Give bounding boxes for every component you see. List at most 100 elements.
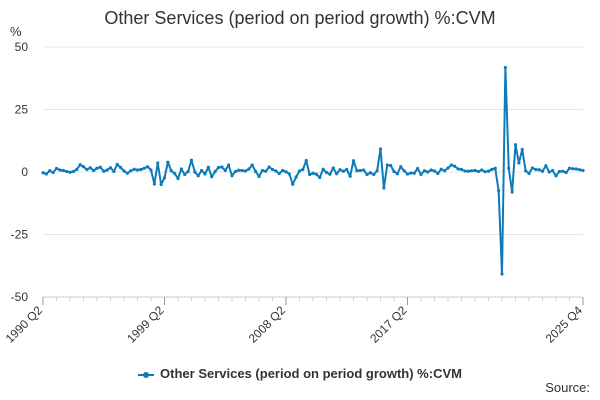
- data-point[interactable]: [135, 168, 140, 172]
- data-point[interactable]: [186, 169, 190, 174]
- data-point[interactable]: [122, 169, 126, 173]
- data-point[interactable]: [75, 167, 79, 172]
- data-point[interactable]: [146, 165, 150, 169]
- data-point[interactable]: [439, 167, 443, 171]
- data-point[interactable]: [513, 143, 518, 147]
- data-point[interactable]: [210, 175, 214, 179]
- data-point[interactable]: [41, 171, 45, 175]
- data-point[interactable]: [98, 165, 102, 169]
- data-point[interactable]: [284, 170, 288, 174]
- data-point[interactable]: [426, 170, 430, 174]
- data-point[interactable]: [112, 169, 116, 174]
- data-point[interactable]: [368, 171, 372, 175]
- data-point[interactable]: [362, 168, 366, 172]
- data-point[interactable]: [311, 171, 315, 175]
- data-point[interactable]: [71, 169, 75, 174]
- data-point[interactable]: [382, 186, 386, 190]
- data-point[interactable]: [119, 165, 123, 170]
- data-point[interactable]: [213, 169, 217, 174]
- data-point[interactable]: [405, 172, 410, 176]
- data-point[interactable]: [338, 168, 342, 172]
- data-point[interactable]: [318, 175, 322, 180]
- data-point[interactable]: [78, 163, 82, 167]
- data-point[interactable]: [65, 169, 69, 174]
- data-point[interactable]: [378, 147, 383, 151]
- data-point[interactable]: [412, 171, 416, 175]
- data-point[interactable]: [416, 166, 420, 171]
- data-point[interactable]: [497, 189, 501, 193]
- data-point[interactable]: [169, 169, 173, 173]
- data-point[interactable]: [173, 171, 177, 176]
- data-point[interactable]: [517, 161, 521, 165]
- data-point[interactable]: [341, 169, 345, 173]
- data-point[interactable]: [105, 168, 109, 172]
- data-point[interactable]: [156, 161, 160, 165]
- data-point[interactable]: [409, 171, 413, 175]
- data-point[interactable]: [544, 164, 548, 168]
- data-point[interactable]: [375, 169, 379, 173]
- data-point[interactable]: [372, 172, 376, 177]
- data-point[interactable]: [530, 166, 534, 170]
- data-point[interactable]: [510, 190, 514, 194]
- data-point[interactable]: [264, 169, 268, 173]
- data-point[interactable]: [355, 169, 359, 173]
- data-point[interactable]: [324, 170, 329, 175]
- data-point[interactable]: [466, 169, 470, 173]
- data-point[interactable]: [419, 172, 423, 177]
- data-point[interactable]: [351, 159, 356, 163]
- data-point[interactable]: [399, 165, 403, 169]
- data-point[interactable]: [348, 174, 352, 178]
- data-point[interactable]: [260, 168, 264, 173]
- data-point[interactable]: [571, 167, 575, 171]
- legend[interactable]: Other Services (period on period growth)…: [0, 366, 600, 381]
- data-point[interactable]: [459, 167, 464, 172]
- data-point[interactable]: [88, 166, 92, 170]
- data-point[interactable]: [402, 169, 406, 173]
- data-point[interactable]: [129, 169, 133, 173]
- data-point[interactable]: [486, 169, 491, 173]
- data-point[interactable]: [314, 172, 318, 176]
- data-point[interactable]: [449, 163, 453, 167]
- data-point[interactable]: [527, 171, 531, 176]
- data-point[interactable]: [58, 168, 62, 172]
- data-point[interactable]: [540, 169, 545, 173]
- data-point[interactable]: [365, 172, 369, 177]
- data-point[interactable]: [85, 167, 89, 172]
- data-point[interactable]: [395, 172, 399, 176]
- data-point[interactable]: [328, 172, 332, 176]
- data-point[interactable]: [230, 174, 234, 178]
- data-point[interactable]: [564, 170, 568, 175]
- data-point[interactable]: [257, 174, 261, 179]
- data-point[interactable]: [267, 165, 271, 169]
- data-point[interactable]: [108, 166, 113, 170]
- data-point[interactable]: [436, 171, 440, 176]
- data-point[interactable]: [179, 167, 183, 171]
- data-point[interactable]: [139, 167, 143, 172]
- data-point[interactable]: [297, 169, 302, 173]
- data-point[interactable]: [581, 168, 585, 173]
- data-point[interactable]: [422, 169, 426, 173]
- data-point[interactable]: [95, 166, 99, 170]
- data-point[interactable]: [507, 166, 511, 170]
- data-point[interactable]: [331, 166, 335, 170]
- data-point[interactable]: [281, 168, 285, 173]
- data-point[interactable]: [189, 158, 194, 162]
- data-point[interactable]: [537, 168, 541, 172]
- data-point[interactable]: [574, 167, 578, 171]
- data-point[interactable]: [493, 166, 497, 170]
- data-point[interactable]: [277, 171, 281, 176]
- data-point[interactable]: [68, 170, 72, 174]
- data-point[interactable]: [44, 172, 48, 176]
- data-point[interactable]: [321, 167, 325, 171]
- data-point[interactable]: [345, 167, 349, 172]
- data-point[interactable]: [304, 158, 308, 163]
- data-point[interactable]: [490, 167, 494, 172]
- data-point[interactable]: [250, 163, 254, 167]
- data-point[interactable]: [223, 168, 227, 173]
- data-point[interactable]: [274, 169, 278, 173]
- data-point[interactable]: [152, 182, 156, 186]
- data-point[interactable]: [200, 168, 204, 173]
- data-point[interactable]: [524, 169, 528, 173]
- data-point[interactable]: [203, 172, 207, 176]
- data-point[interactable]: [476, 169, 480, 174]
